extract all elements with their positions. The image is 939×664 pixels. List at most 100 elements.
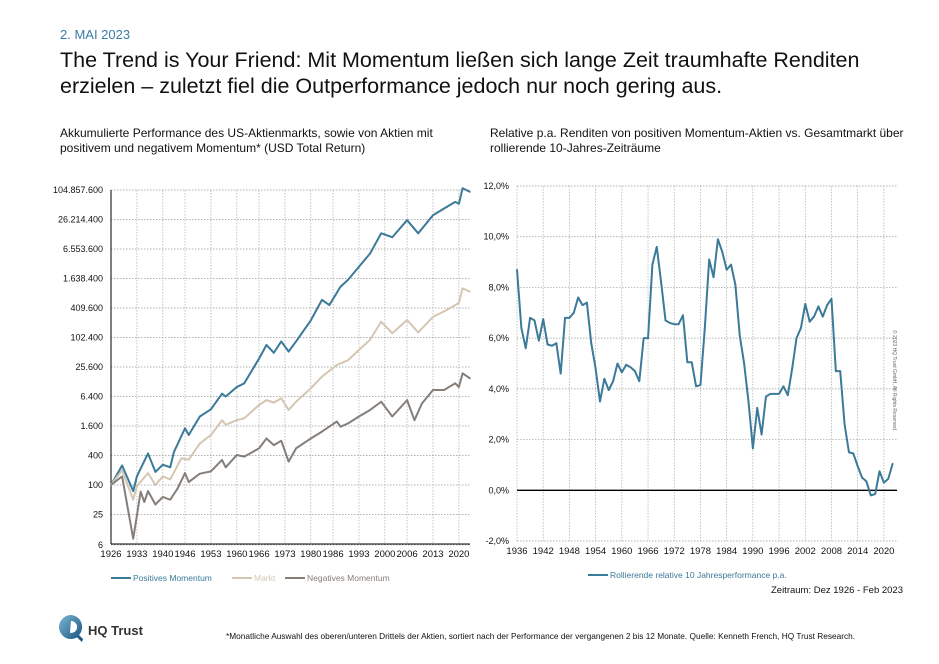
data-point-rollierende-relative-10-jahresperformance-p-a-	[638, 380, 641, 383]
data-point-rollierende-relative-10-jahresperformance-p-a-	[538, 339, 540, 342]
data-point-rollierende-relative-10-jahresperformance-p-a-	[529, 317, 531, 319]
data-point-markt	[417, 331, 419, 334]
x-tick-label: 1996	[768, 546, 789, 557]
data-point-rollierende-relative-10-jahresperformance-p-a-	[813, 315, 815, 318]
data-point-positives-momentum	[258, 357, 260, 360]
data-point-rollierende-relative-10-jahresperformance-p-a-	[800, 327, 802, 329]
y-tick-label: 25	[93, 510, 103, 520]
data-point-rollierende-relative-10-jahresperformance-p-a-	[708, 258, 710, 261]
data-point-rollierende-relative-10-jahresperformance-p-a-	[660, 281, 662, 284]
data-point-positives-momentum	[132, 490, 135, 492]
data-point-rollierende-relative-10-jahresperformance-p-a-	[835, 370, 837, 372]
data-point-rollierende-relative-10-jahresperformance-p-a-	[542, 318, 545, 320]
data-point-rollierende-relative-10-jahresperformance-p-a-	[760, 433, 763, 436]
x-tick-label: 2002	[795, 546, 816, 557]
data-point-rollierende-relative-10-jahresperformance-p-a-	[572, 311, 575, 314]
data-point-positives-momentum	[369, 252, 371, 255]
data-point-markt	[147, 472, 149, 474]
data-point-rollierende-relative-10-jahresperformance-p-a-	[861, 476, 863, 479]
data-point-rollierende-relative-10-jahresperformance-p-a-	[621, 371, 623, 374]
data-point-markt	[335, 364, 338, 366]
y-tick-label: 409.600	[70, 303, 103, 313]
y-tick-label: 100	[88, 480, 103, 490]
data-point-positives-momentum	[162, 463, 164, 466]
data-point-markt	[469, 290, 471, 293]
series-line-positives-momentum	[110, 187, 471, 493]
data-point-rollierende-relative-10-jahresperformance-p-a-	[878, 470, 881, 473]
y-tick-label: 0,0%	[488, 485, 509, 495]
data-point-negatives-momentum	[287, 460, 290, 463]
data-point-negatives-momentum	[176, 487, 179, 490]
data-point-rollierende-relative-10-jahresperformance-p-a-	[865, 480, 868, 483]
data-point-markt	[210, 434, 212, 436]
data-point-negatives-momentum	[469, 377, 471, 380]
data-point-negatives-momentum	[335, 420, 338, 423]
x-tick-label: 1960	[611, 546, 632, 557]
data-point-markt	[321, 375, 323, 378]
data-point-markt	[180, 457, 183, 460]
data-point-negatives-momentum	[184, 472, 186, 474]
data-point-negatives-momentum	[132, 537, 135, 540]
y-tick-label: 2,0%	[488, 435, 509, 445]
headline: The Trend is Your Friend: Mit Momentum l…	[60, 48, 860, 98]
data-point-rollierende-relative-10-jahresperformance-p-a-	[612, 380, 614, 383]
data-point-negatives-momentum	[421, 402, 423, 405]
x-tick-label: 2008	[821, 546, 842, 557]
y-tick-label: 6.400	[80, 392, 103, 402]
left-chart-title: Akkumulierte Performance des US-Aktienma…	[60, 126, 433, 155]
data-point-markt	[461, 287, 464, 290]
x-tick-label: 2014	[847, 546, 868, 557]
data-point-rollierende-relative-10-jahresperformance-p-a-	[773, 393, 776, 395]
footnote: *Monatliche Auswahl des oberen/unteren D…	[226, 631, 856, 641]
x-tick-label: 1966	[637, 546, 658, 557]
data-point-rollierende-relative-10-jahresperformance-p-a-	[695, 385, 697, 388]
data-point-negatives-momentum	[339, 425, 342, 428]
data-point-rollierende-relative-10-jahresperformance-p-a-	[673, 323, 676, 325]
x-tick-label: 1946	[174, 549, 195, 560]
x-tick-label: 1954	[585, 546, 606, 557]
legend-label-positives-momentum: Positives Momentum	[133, 573, 212, 583]
data-point-negatives-momentum	[162, 496, 164, 498]
data-point-rollierende-relative-10-jahresperformance-p-a-	[730, 263, 732, 266]
data-point-positives-momentum	[224, 395, 227, 398]
data-point-markt	[132, 498, 135, 501]
data-point-positives-momentum	[173, 451, 175, 453]
data-point-rollierende-relative-10-jahresperformance-p-a-	[551, 344, 553, 347]
data-point-positives-momentum	[280, 340, 283, 343]
data-point-rollierende-relative-10-jahresperformance-p-a-	[725, 268, 728, 271]
data-point-rollierende-relative-10-jahresperformance-p-a-	[690, 361, 693, 364]
data-point-negatives-momentum	[210, 470, 212, 473]
hq-trust-logo-icon	[59, 615, 83, 642]
data-point-negatives-momentum	[169, 498, 172, 501]
data-point-markt	[443, 310, 445, 313]
data-point-positives-momentum	[321, 299, 323, 301]
data-point-positives-momentum	[339, 285, 342, 288]
data-point-positives-momentum	[221, 392, 223, 395]
x-tick-label: 1984	[716, 546, 737, 557]
y-tick-label: 1.600	[80, 421, 103, 431]
data-point-positives-momentum	[265, 344, 268, 346]
data-point-markt	[221, 419, 223, 422]
data-point-rollierende-relative-10-jahresperformance-p-a-	[616, 362, 619, 365]
data-point-negatives-momentum	[243, 455, 246, 458]
data-point-positives-momentum	[147, 452, 149, 455]
data-point-markt	[273, 401, 275, 404]
data-point-negatives-momentum	[347, 422, 349, 425]
data-point-rollierende-relative-10-jahresperformance-p-a-	[603, 377, 606, 380]
data-point-rollierende-relative-10-jahresperformance-p-a-	[607, 389, 610, 391]
y-tick-label: 400	[88, 451, 103, 461]
x-tick-label: 1953	[200, 549, 221, 560]
data-point-rollierende-relative-10-jahresperformance-p-a-	[817, 305, 820, 308]
data-point-rollierende-relative-10-jahresperformance-p-a-	[712, 276, 715, 279]
y-tick-label: 6,0%	[488, 333, 509, 343]
x-tick-label: 2020	[873, 546, 894, 557]
data-point-positives-momentum	[461, 187, 464, 190]
x-tick-label: 1933	[126, 549, 147, 560]
data-point-markt	[258, 404, 260, 406]
data-point-markt	[380, 320, 382, 323]
data-point-negatives-momentum	[154, 503, 157, 506]
data-point-negatives-momentum	[143, 501, 146, 503]
data-point-negatives-momentum	[258, 447, 260, 450]
x-tick-label: 1966	[248, 549, 269, 560]
